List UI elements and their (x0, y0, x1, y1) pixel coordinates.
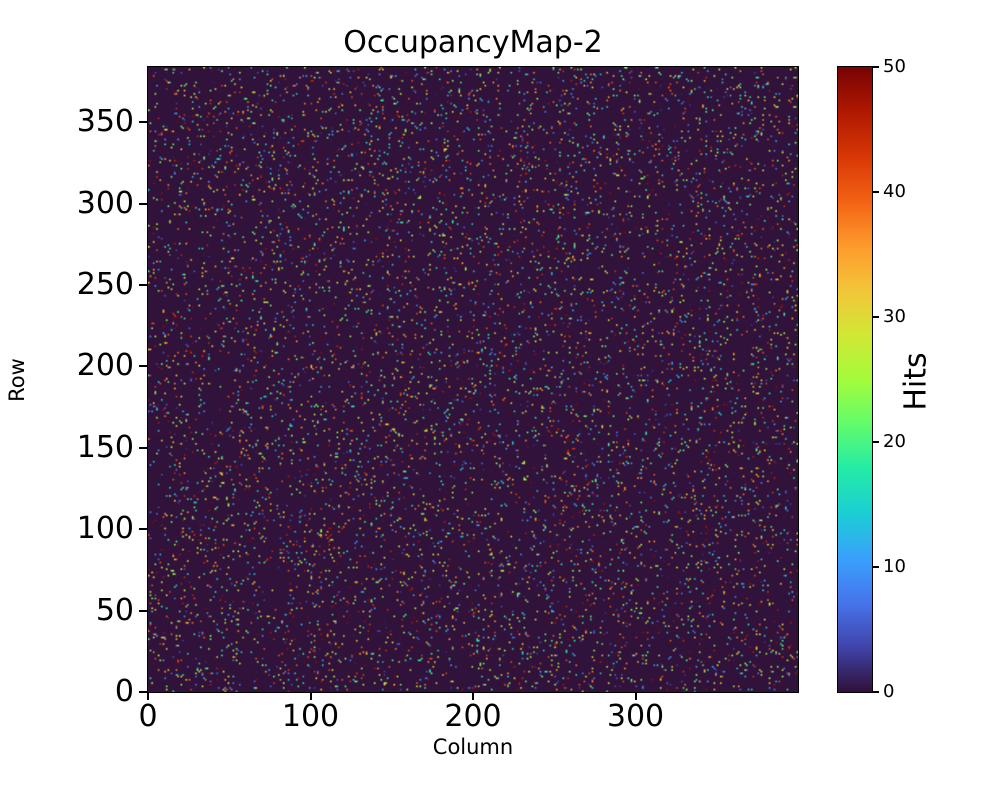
y-tick-label: 50 (95, 592, 134, 628)
colorbar-label: Hits (898, 352, 934, 411)
colorbar-gradient-canvas (837, 66, 872, 692)
colorbar-tick-mark (873, 66, 879, 68)
y-tick-label: 100 (76, 511, 134, 547)
x-tick-mark (634, 692, 637, 700)
colorbar-tick-label: 20 (883, 431, 906, 452)
y-tick-label: 150 (76, 429, 134, 465)
x-tick-mark (472, 692, 474, 700)
colorbar-tick-label: 30 (883, 306, 906, 327)
y-tick-label: 250 (76, 267, 134, 303)
y-tick-mark (139, 365, 147, 368)
y-tick-mark (139, 121, 147, 124)
y-tick-mark (139, 691, 147, 693)
colorbar-tick-label: 0 (883, 681, 895, 702)
y-tick-mark (139, 202, 147, 205)
x-tick-label: 200 (444, 699, 502, 734)
x-tick-label: 100 (281, 699, 340, 734)
colorbar-tick-mark (873, 191, 879, 193)
y-tick-mark (139, 284, 147, 287)
y-tick-label: 200 (76, 348, 134, 384)
plot-area (146, 65, 799, 693)
colorbar-tick-label: 50 (883, 56, 906, 77)
heatmap-canvas (147, 66, 798, 692)
colorbar-tick-mark (873, 441, 879, 443)
y-tick-mark (139, 528, 147, 531)
x-axis-label: Column (432, 735, 514, 759)
colorbar-tick-label: 40 (883, 181, 906, 202)
y-tick-mark (139, 609, 147, 612)
y-axis-label: Row (5, 358, 29, 402)
x-tick-label: 0 (138, 699, 158, 734)
y-tick-label: 0 (114, 674, 134, 709)
y-tick-label: 300 (76, 185, 134, 221)
colorbar-tick-mark (873, 691, 879, 693)
chart-title: OccupancyMap-2 (343, 25, 603, 60)
colorbar-tick-label: 10 (883, 556, 906, 577)
x-tick-mark (147, 692, 149, 700)
colorbar-tick-mark (873, 566, 879, 568)
colorbar (836, 65, 873, 693)
y-tick-label: 350 (76, 104, 134, 140)
y-tick-mark (139, 446, 147, 449)
x-tick-mark (309, 692, 312, 700)
colorbar-tick-mark (873, 316, 879, 318)
x-tick-label: 300 (606, 699, 665, 734)
